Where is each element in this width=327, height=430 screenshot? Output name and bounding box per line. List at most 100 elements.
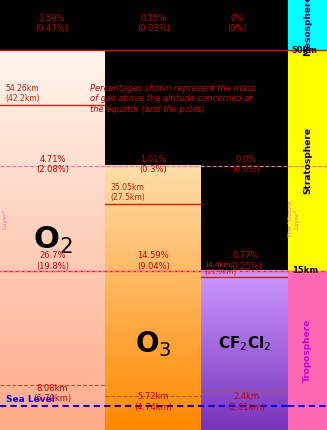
Bar bbox=[105, 244, 201, 248]
Bar bbox=[201, 336, 288, 338]
Bar bbox=[201, 302, 288, 305]
Bar bbox=[0, 301, 105, 307]
Bar bbox=[105, 228, 201, 232]
Bar bbox=[105, 181, 201, 185]
Bar bbox=[0, 183, 105, 188]
Bar bbox=[0, 135, 105, 141]
Bar bbox=[201, 273, 288, 275]
Bar bbox=[0, 425, 105, 430]
Bar bbox=[0, 287, 105, 292]
Bar bbox=[105, 198, 201, 202]
Bar bbox=[105, 396, 201, 400]
Text: 0.77%
(0.25%): 0.77% (0.25%) bbox=[230, 252, 263, 271]
Text: Stratosphere: Stratosphere bbox=[303, 127, 312, 194]
Bar bbox=[0, 330, 105, 335]
Bar bbox=[105, 416, 201, 420]
Bar bbox=[105, 403, 201, 407]
Bar bbox=[0, 221, 105, 226]
Text: Troposphere: Troposphere bbox=[303, 319, 312, 382]
Bar bbox=[0, 225, 105, 230]
Bar bbox=[105, 310, 201, 314]
Bar bbox=[0, 206, 105, 212]
Bar bbox=[0, 240, 105, 245]
Bar bbox=[201, 348, 288, 350]
Bar bbox=[105, 373, 201, 377]
Bar bbox=[0, 311, 105, 316]
Bar bbox=[0, 88, 105, 93]
Bar bbox=[0, 396, 105, 402]
Bar bbox=[201, 388, 288, 390]
Bar bbox=[105, 281, 201, 285]
Bar bbox=[288, 0, 327, 50]
Bar bbox=[105, 218, 201, 222]
Bar bbox=[105, 188, 201, 192]
Bar bbox=[0, 121, 105, 126]
Bar bbox=[105, 212, 201, 215]
Bar bbox=[105, 172, 201, 175]
Bar bbox=[0, 150, 105, 155]
Bar bbox=[0, 111, 105, 117]
Bar bbox=[105, 307, 201, 311]
Bar bbox=[0, 273, 105, 278]
Bar bbox=[0, 349, 105, 354]
Bar bbox=[105, 314, 201, 318]
Bar bbox=[201, 289, 288, 291]
Text: 26.7%
(19.8%): 26.7% (19.8%) bbox=[36, 252, 69, 271]
Bar bbox=[105, 370, 201, 374]
Text: CF$_2$Cl$_2$: CF$_2$Cl$_2$ bbox=[218, 335, 271, 353]
Bar bbox=[201, 304, 288, 307]
Bar bbox=[201, 400, 288, 402]
Bar bbox=[201, 394, 288, 396]
Bar bbox=[105, 169, 201, 172]
Bar bbox=[0, 392, 105, 397]
Bar bbox=[201, 296, 288, 299]
Bar bbox=[0, 140, 105, 145]
Bar bbox=[0, 126, 105, 131]
Bar bbox=[201, 274, 288, 277]
Bar bbox=[105, 380, 201, 384]
Bar bbox=[201, 340, 288, 342]
Bar bbox=[201, 366, 288, 369]
Bar bbox=[201, 310, 288, 313]
Bar bbox=[105, 291, 201, 295]
Bar bbox=[201, 364, 288, 366]
Bar bbox=[105, 221, 201, 225]
Bar bbox=[0, 50, 105, 55]
Bar bbox=[105, 337, 201, 341]
Bar bbox=[201, 308, 288, 310]
Text: The "Ozone
Layer": The "Ozone Layer" bbox=[0, 200, 8, 237]
Text: 0%
(0%): 0% (0%) bbox=[228, 14, 247, 34]
Text: 4.71%
(2.08%): 4.71% (2.08%) bbox=[36, 155, 69, 175]
Bar bbox=[201, 286, 288, 289]
Bar bbox=[0, 368, 105, 373]
Bar bbox=[0, 358, 105, 363]
Bar bbox=[105, 224, 201, 228]
Bar bbox=[105, 383, 201, 387]
Bar bbox=[0, 249, 105, 255]
Bar bbox=[105, 317, 201, 321]
Bar bbox=[105, 261, 201, 265]
Bar bbox=[105, 413, 201, 417]
Bar bbox=[105, 340, 201, 344]
Bar bbox=[201, 318, 288, 321]
Bar bbox=[201, 292, 288, 295]
Bar bbox=[201, 408, 288, 410]
Bar bbox=[105, 393, 201, 397]
Bar bbox=[201, 344, 288, 347]
Text: 50km: 50km bbox=[292, 46, 318, 55]
Bar bbox=[201, 356, 288, 359]
Bar bbox=[105, 334, 201, 338]
Bar bbox=[201, 342, 288, 344]
Bar bbox=[201, 350, 288, 353]
Bar bbox=[201, 420, 288, 422]
Bar bbox=[105, 241, 201, 245]
Bar bbox=[201, 324, 288, 327]
Bar bbox=[201, 392, 288, 394]
Bar bbox=[0, 325, 105, 330]
Bar bbox=[0, 92, 105, 98]
Bar bbox=[105, 377, 201, 381]
Bar bbox=[201, 270, 288, 273]
Bar bbox=[105, 420, 201, 424]
Bar bbox=[0, 316, 105, 321]
Bar bbox=[201, 416, 288, 418]
